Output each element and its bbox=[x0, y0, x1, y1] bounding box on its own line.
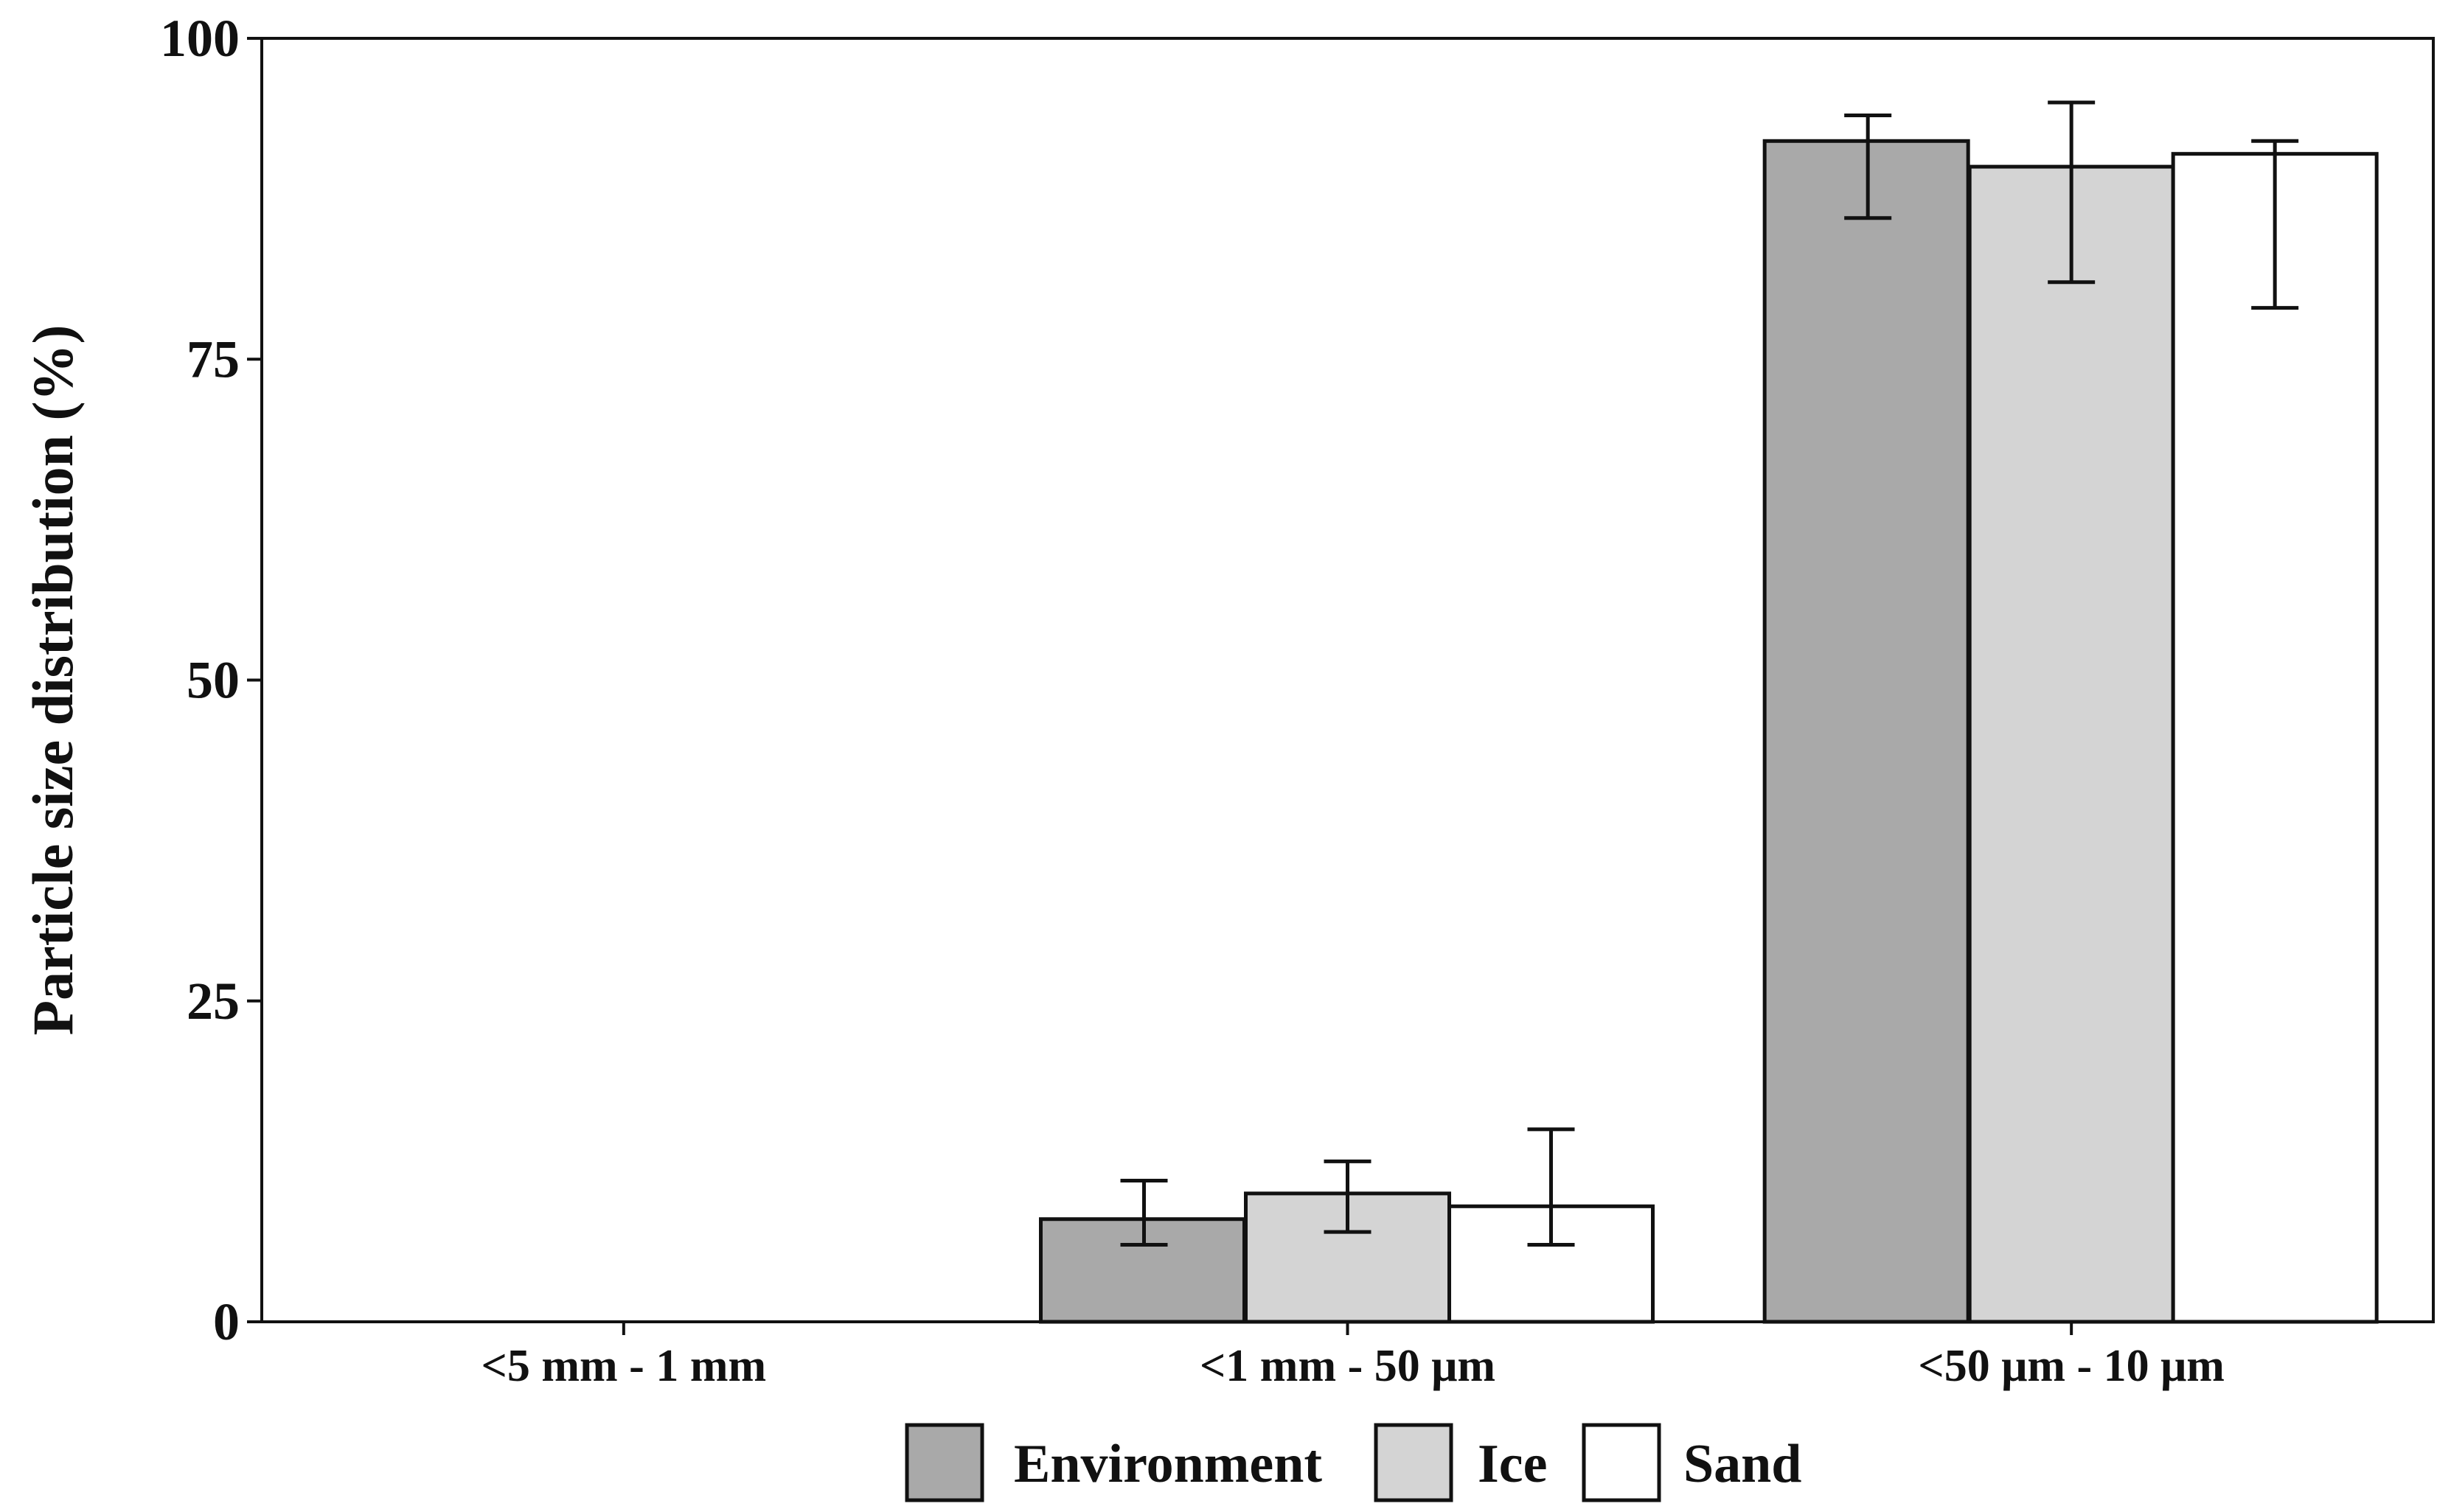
y-tick-label: 0 bbox=[213, 1292, 240, 1351]
legend-swatch bbox=[905, 1423, 984, 1502]
legend-swatch bbox=[1582, 1423, 1661, 1502]
legend-label: Sand bbox=[1683, 1434, 1801, 1494]
legend-item-sand: Sand bbox=[1582, 1423, 1801, 1502]
x-axis-ticks: <5 mm - 1 mm <1 mm - 50 μm <50 μm - 10 μm bbox=[481, 1322, 2225, 1391]
error-bar-ice-1 bbox=[1324, 1159, 1371, 1234]
y-tick-label: 25 bbox=[187, 972, 240, 1031]
bar-sand-2 bbox=[2171, 152, 2379, 1324]
error-bar-environment-2 bbox=[1844, 113, 1892, 220]
bar-environment-2 bbox=[1762, 139, 1970, 1324]
legend-label: Environment bbox=[1014, 1434, 1322, 1494]
legend-item-environment: Environment bbox=[905, 1423, 1322, 1502]
bar-ice-2 bbox=[1967, 164, 2175, 1324]
y-tick-label: 100 bbox=[160, 9, 240, 68]
bars-layer bbox=[1039, 139, 2379, 1324]
y-tick-label: 50 bbox=[187, 651, 240, 710]
error-bar-environment-1 bbox=[1120, 1178, 1168, 1247]
x-tick-label: <50 μm - 10 μm bbox=[1918, 1341, 2225, 1391]
x-tick-label: <5 mm - 1 mm bbox=[481, 1341, 767, 1391]
error-bar-sand-1 bbox=[1527, 1127, 1575, 1247]
legend-item-ice: Ice bbox=[1374, 1423, 1548, 1502]
y-tick-label: 75 bbox=[187, 330, 240, 389]
y-axis-label: Particle size distribution (%) bbox=[21, 325, 85, 1036]
legend-swatch bbox=[1374, 1423, 1453, 1502]
error-bar-ice-2 bbox=[2048, 100, 2096, 285]
legend: Environment Ice Sand bbox=[905, 1423, 1801, 1502]
error-bars-layer bbox=[1120, 100, 2299, 1247]
y-axis-ticks: 0 25 50 75 100 bbox=[160, 9, 262, 1351]
x-tick-label: <1 mm - 50 μm bbox=[1200, 1341, 1495, 1391]
error-bar-sand-2 bbox=[2251, 139, 2299, 310]
legend-label: Ice bbox=[1478, 1434, 1548, 1494]
